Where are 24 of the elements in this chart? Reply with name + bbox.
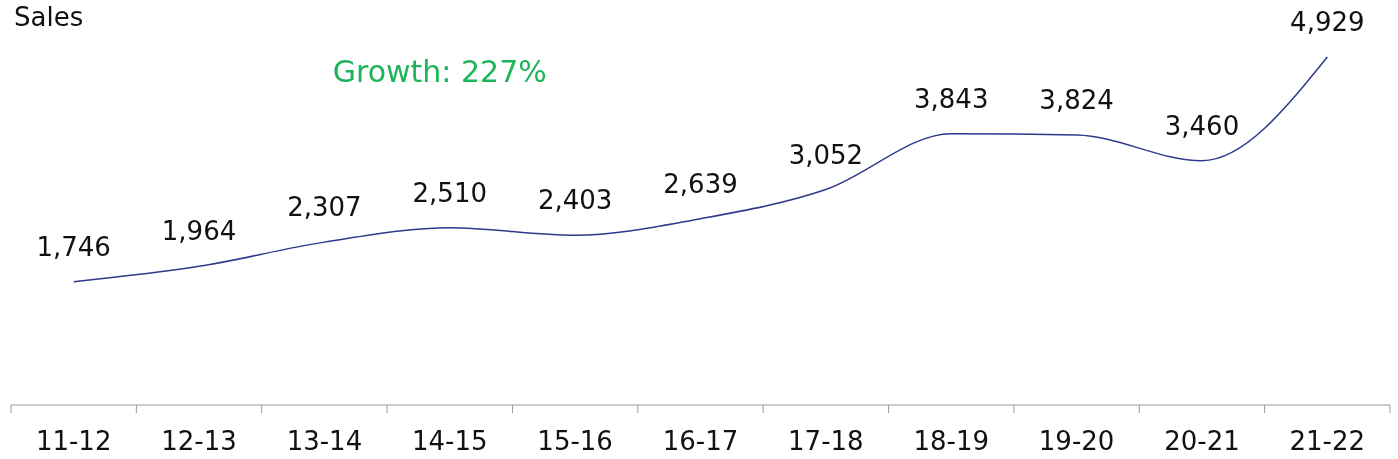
x-tick-label: 20-21 xyxy=(1164,426,1240,456)
x-tick-label: 14-15 xyxy=(411,426,488,456)
x-tick-label: 21-22 xyxy=(1289,426,1366,456)
x-tick-label: 15-16 xyxy=(537,426,613,456)
data-label: 4,929 xyxy=(1290,7,1365,37)
data-label: 3,052 xyxy=(788,139,864,170)
annotation: Growth: 227% xyxy=(332,54,547,89)
data-label: 2,307 xyxy=(287,192,362,223)
x-tick-label: 16-17 xyxy=(662,426,739,456)
data-label: 1,746 xyxy=(36,231,111,262)
data-label: 2,639 xyxy=(663,168,738,199)
data-label: 2,403 xyxy=(537,185,613,216)
x-tick-label: 11-12 xyxy=(35,426,112,456)
x-tick-label: 18-19 xyxy=(913,426,990,456)
data-label: 3,843 xyxy=(914,83,989,114)
x-tick-label: 17-18 xyxy=(788,426,864,456)
chart-title: Sales xyxy=(14,2,84,32)
data-label: 3,824 xyxy=(1039,85,1114,116)
x-tick-label: 13-14 xyxy=(286,426,363,456)
x-tick-label: 12-13 xyxy=(161,426,237,456)
data-label: 3,460 xyxy=(1164,110,1240,141)
data-label: 1,964 xyxy=(161,216,237,247)
x-tick-label: 19-20 xyxy=(1038,426,1115,456)
data-label: 2,510 xyxy=(412,177,487,208)
